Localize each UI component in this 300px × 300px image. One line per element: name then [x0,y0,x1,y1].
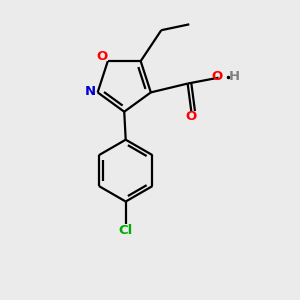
Text: H: H [229,70,240,83]
Text: O: O [96,50,107,63]
Text: N: N [85,85,96,98]
Text: O: O [185,110,196,123]
Text: O: O [211,70,222,83]
Text: Cl: Cl [118,224,133,238]
